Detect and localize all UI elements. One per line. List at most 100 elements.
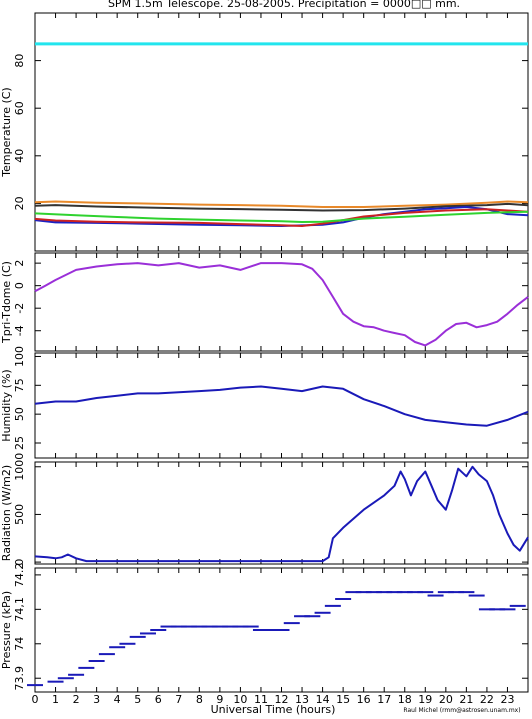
data-point bbox=[489, 608, 506, 611]
x-tick-label: 7 bbox=[175, 693, 182, 706]
data-point bbox=[294, 615, 311, 618]
data-point bbox=[458, 591, 475, 594]
x-tick-label: 19 bbox=[418, 693, 432, 706]
data-point bbox=[109, 646, 126, 649]
data-point bbox=[119, 642, 136, 645]
x-tick-label: 21 bbox=[459, 693, 473, 706]
series-line bbox=[34, 465, 529, 563]
data-point bbox=[427, 594, 444, 597]
x-tick-label: 16 bbox=[357, 693, 371, 706]
series-line bbox=[34, 208, 529, 227]
data-point bbox=[345, 591, 362, 594]
data-point bbox=[324, 604, 341, 607]
data-point bbox=[139, 632, 156, 635]
x-tick-label: 2 bbox=[73, 693, 80, 706]
x-axis: 0 1 2 3 4 5 6 7 8 9 10 11 12 13 14 15 16 17 18 19 20 21 22 23 bbox=[32, 693, 515, 706]
x-tick-label: 0 bbox=[32, 693, 39, 706]
x-tick-label: 22 bbox=[480, 693, 494, 706]
data-point bbox=[396, 591, 413, 594]
y-tick-label: -4 bbox=[13, 325, 26, 336]
y-tick-label: 74 bbox=[13, 637, 26, 651]
y-tick-label: 25 bbox=[13, 436, 26, 450]
data-point bbox=[88, 660, 105, 662]
y-tick-label: 50 bbox=[13, 407, 26, 421]
x-tick-label: 9 bbox=[216, 693, 223, 706]
x-tick-label: 3 bbox=[93, 693, 100, 706]
series-line bbox=[34, 385, 529, 427]
data-point bbox=[376, 591, 393, 594]
data-point bbox=[57, 677, 74, 680]
data-point bbox=[129, 635, 146, 638]
data-point bbox=[304, 615, 321, 618]
data-point bbox=[98, 653, 115, 656]
x-tick-label: 14 bbox=[316, 693, 330, 706]
x-tick-label: 12 bbox=[275, 693, 289, 706]
x-tick-label: 17 bbox=[377, 693, 391, 706]
series-line bbox=[34, 210, 529, 223]
x-tick-label: 4 bbox=[114, 693, 121, 706]
data-point bbox=[263, 629, 280, 631]
x-tick-label: 5 bbox=[134, 693, 141, 706]
data-point bbox=[191, 625, 208, 628]
y-tick-label: 74,1 bbox=[13, 597, 26, 622]
x-tick-label: 18 bbox=[398, 693, 412, 706]
data-point bbox=[170, 625, 187, 628]
data-point bbox=[335, 598, 352, 600]
y-tick-label: 20 bbox=[13, 196, 26, 210]
data-point bbox=[47, 680, 64, 683]
y-tick-label: 0 bbox=[13, 282, 26, 289]
y-tick-label: 1000 bbox=[13, 453, 26, 481]
x-tick-label: 13 bbox=[295, 693, 309, 706]
data-point bbox=[448, 591, 465, 594]
x-tick-label: 10 bbox=[233, 693, 247, 706]
data-point bbox=[314, 611, 331, 614]
x-tick-label: 1 bbox=[52, 693, 59, 706]
series-line bbox=[34, 202, 529, 212]
chart-title: SPM 1.5m Telescope. 25-08-2005. Precipit… bbox=[108, 0, 460, 10]
y-tick-label: 60 bbox=[13, 101, 26, 115]
data-point bbox=[365, 591, 382, 594]
y-tick-label: 500 bbox=[13, 504, 26, 525]
data-point bbox=[273, 629, 290, 631]
data-point bbox=[468, 594, 485, 597]
data-point bbox=[355, 591, 372, 594]
data-point bbox=[407, 591, 424, 594]
data-point bbox=[499, 608, 516, 611]
y-axis-label: Tpri-Tdome (C) bbox=[0, 261, 13, 344]
data-point bbox=[252, 629, 269, 631]
data-point bbox=[150, 629, 167, 631]
credit-label: Raul Michel (rmm@astrosen.unam.mx) bbox=[403, 707, 520, 714]
y-axis-label: Humidity (%) bbox=[0, 369, 13, 441]
y-axis-label: Temperature (C) bbox=[0, 87, 13, 177]
panel-0: 20 40 60 80 Temperature (C) bbox=[0, 12, 529, 252]
data-point bbox=[509, 604, 526, 607]
y-tick-label: 80 bbox=[13, 54, 26, 68]
y-tick-label: 2 bbox=[13, 260, 26, 267]
data-point bbox=[283, 622, 300, 625]
y-tick-label: 100 bbox=[13, 346, 26, 367]
data-point bbox=[181, 625, 198, 628]
data-point bbox=[222, 625, 239, 628]
y-tick-label: 75 bbox=[13, 378, 26, 392]
y-tick-label: -2 bbox=[13, 303, 26, 314]
data-point bbox=[160, 625, 177, 628]
x-tick-label: 6 bbox=[155, 693, 162, 706]
data-point bbox=[478, 608, 495, 611]
data-point bbox=[78, 666, 95, 669]
y-axis-label: Pressure (kPa) bbox=[0, 591, 13, 669]
panel-frame bbox=[34, 252, 529, 352]
data-point bbox=[201, 625, 218, 628]
x-axis-label: Universal Time (hours) bbox=[211, 703, 336, 716]
x-tick-label: 11 bbox=[254, 693, 268, 706]
series-line bbox=[34, 262, 529, 347]
panels-group: 20 40 60 80 Temperature (C) -4 -2 0 2Tpri-Tdome … bbox=[0, 12, 529, 693]
y-tick-label: 40 bbox=[13, 149, 26, 163]
data-point bbox=[386, 591, 403, 594]
y-tick-label: 73.9 bbox=[13, 666, 26, 691]
x-tick-label: 20 bbox=[439, 693, 453, 706]
data-point bbox=[242, 625, 259, 628]
y-tick-label: 0 bbox=[13, 559, 26, 566]
